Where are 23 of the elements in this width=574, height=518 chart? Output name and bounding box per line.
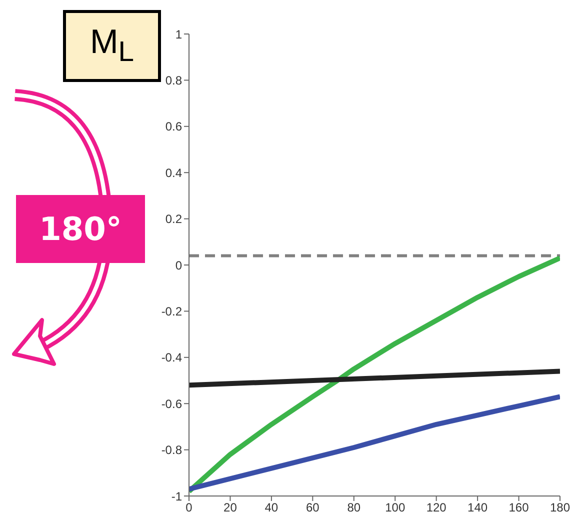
y-tick-label: -0.2 [161, 304, 182, 318]
y-tick-label: -1 [171, 489, 182, 504]
x-tick-label: 120 [426, 500, 447, 515]
y-tick-label: 0 [175, 258, 182, 272]
y-tick-label: 0.6 [165, 120, 182, 134]
x-tick-label: 0 [186, 500, 193, 515]
y-tick-label: -0.6 [161, 396, 182, 411]
x-tick-label: 60 [306, 500, 320, 515]
y-tick-label: 0.4 [165, 166, 182, 180]
x-tick-label: 140 [468, 500, 488, 515]
y-tick-label: 1 [175, 27, 182, 42]
x-tick-label: 20 [224, 500, 238, 515]
x-tick-label: 100 [385, 500, 406, 515]
x-tick-label: 180 [550, 500, 570, 515]
y-tick-label: 0.2 [165, 212, 182, 226]
text: 180° [16, 195, 145, 263]
x-tick-label: 80 [347, 500, 361, 515]
x-tick-label: 40 [264, 500, 278, 515]
y-tick-label: -0.8 [161, 443, 182, 458]
chart-title: M$_{L}$ [90, 23, 134, 69]
y-tick-label: 0.8 [165, 73, 182, 88]
y-tick-label: -0.4 [161, 350, 182, 365]
x-tick-label: 160 [508, 500, 530, 515]
